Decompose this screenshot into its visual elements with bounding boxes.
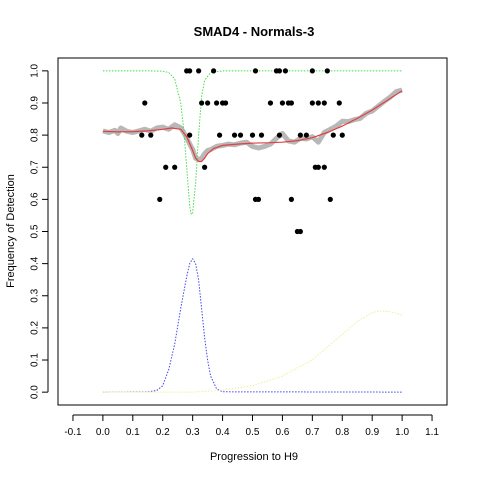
data-point — [297, 228, 303, 235]
x-tick-label: 0.0 — [96, 427, 110, 438]
x-axis-label: Progression to H9 — [210, 451, 298, 463]
data-point — [202, 164, 208, 170]
data-point — [205, 100, 211, 106]
raw-frequency-line — [102, 87, 403, 162]
data-point — [172, 164, 178, 170]
density-curve — [102, 258, 403, 393]
data-point — [139, 132, 145, 138]
y-tick-label: 0.2 — [30, 321, 41, 335]
data-point — [282, 68, 289, 74]
x-tick-label: 0.9 — [365, 427, 379, 438]
x-tick-label: 0.5 — [246, 427, 260, 438]
x-tick-label: 0.4 — [216, 427, 230, 438]
data-point — [315, 164, 321, 170]
data-point — [231, 132, 238, 138]
x-tick-label: -0.1 — [64, 427, 82, 438]
plot-area — [102, 68, 403, 393]
data-point — [267, 100, 274, 106]
y-axis-label: Frequency of Detection — [5, 174, 17, 288]
data-point — [330, 132, 336, 138]
y-tick-label: 0.7 — [30, 160, 41, 174]
data-point — [297, 132, 303, 138]
y-tick-label: 0.0 — [30, 385, 41, 399]
data-point — [148, 132, 154, 138]
data-point — [309, 68, 315, 74]
data-point — [255, 196, 262, 202]
data-point — [187, 132, 193, 138]
y-tick-label: 0.9 — [30, 96, 41, 110]
x-tick-label: 0.1 — [126, 427, 140, 438]
data-point — [279, 100, 286, 106]
data-point — [187, 68, 193, 74]
x-tick-label: 0.3 — [186, 427, 200, 438]
data-point — [303, 132, 309, 138]
y-tick-label: 0.3 — [30, 288, 41, 302]
x-tick-label: 0.2 — [156, 427, 170, 438]
y-tick-label: 0.1 — [30, 353, 41, 367]
data-point — [163, 164, 169, 170]
data-point — [276, 68, 283, 74]
data-point — [249, 132, 256, 138]
data-point — [142, 100, 148, 106]
x-tick-label: 1.1 — [425, 427, 439, 438]
data-point — [276, 132, 283, 138]
plot-frame — [57, 57, 448, 406]
data-point — [213, 100, 220, 106]
data-point — [288, 100, 294, 106]
data-point — [258, 132, 265, 138]
x-axis: -0.1 0.0 0.1 0.2 0.3 0.4 0.5 0.6 0.7 0.8 0.9 1.0 1.1 — [64, 414, 439, 438]
data-point — [327, 196, 333, 202]
data-point — [211, 68, 217, 74]
data-point — [196, 68, 202, 74]
y-tick-label: 0.5 — [30, 224, 41, 238]
data-point — [252, 68, 259, 74]
x-tick-label: 0.6 — [275, 427, 289, 438]
chart-title: SMAD4 - Normals-3 — [194, 24, 315, 39]
y-tick-label: 1.0 — [30, 63, 41, 77]
data-point — [288, 196, 294, 202]
data-point — [324, 68, 330, 74]
data-point — [315, 100, 321, 106]
data-point — [339, 132, 345, 138]
y-axis: 0.0 0.1 0.2 0.3 0.4 0.5 0.6 0.7 0.8 0.9 1.0 — [30, 63, 49, 399]
data-point — [336, 100, 342, 106]
y-tick-label: 0.4 — [30, 256, 41, 270]
data-point — [237, 132, 244, 138]
y-tick-label: 0.8 — [30, 128, 41, 142]
data-point — [321, 100, 327, 106]
data-point — [321, 164, 327, 170]
data-point — [222, 100, 229, 106]
data-point — [309, 100, 315, 106]
data-point — [157, 196, 163, 202]
data-point — [199, 100, 205, 106]
smoothed-line — [102, 90, 403, 163]
x-tick-label: 0.7 — [305, 427, 319, 438]
y-tick-label: 0.6 — [30, 192, 41, 206]
x-tick-label: 0.8 — [335, 427, 349, 438]
x-tick-label: 1.0 — [395, 427, 409, 438]
density-curve — [102, 310, 403, 393]
density-curve — [102, 70, 403, 215]
data-point — [216, 132, 223, 138]
